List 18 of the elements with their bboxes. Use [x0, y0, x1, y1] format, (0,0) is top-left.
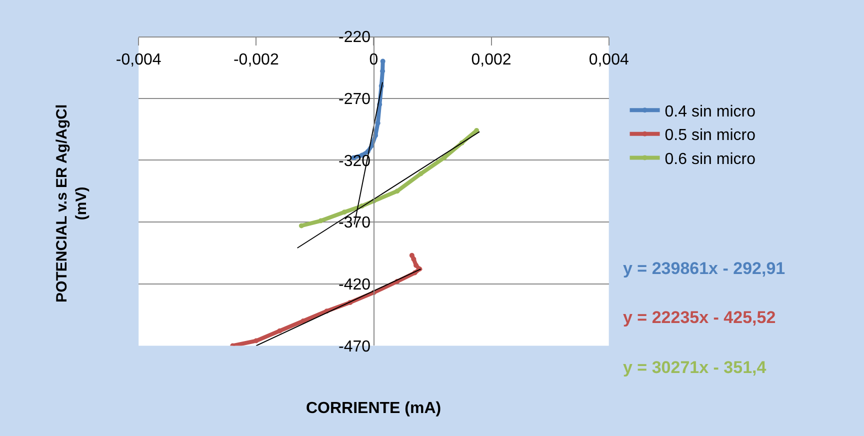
legend-label: 0.5 sin micro [664, 127, 756, 144]
x-tick-label: 0,004 [588, 52, 629, 69]
y-tick-label: -370 [338, 214, 371, 232]
legend-label: 0.4 sin micro [664, 103, 756, 120]
y-tick-label: -220 [338, 29, 371, 46]
y-tick-label: -470 [338, 338, 371, 356]
text: y = 22235x - 425,52 [623, 308, 776, 327]
text: y = 239861x - 292,91 [623, 259, 786, 278]
x-tick-label: 0,002 [471, 52, 512, 69]
y-axis-title: POTENCIAL v.s ER Ag/AgCl (mV) [53, 104, 90, 302]
text: y = 30271x - 351,4 [623, 358, 767, 377]
x-tick-label: 0 [369, 52, 378, 69]
y-tick-label: -420 [338, 276, 371, 294]
x-tick-label: -0,002 [233, 52, 279, 69]
x-tick-label: -0,004 [116, 52, 162, 69]
y-tick-label: -270 [338, 90, 371, 108]
legend-label: 0.6 sin micro [664, 150, 756, 168]
x-axis-title: CORRIENTE (mA) [306, 400, 442, 417]
